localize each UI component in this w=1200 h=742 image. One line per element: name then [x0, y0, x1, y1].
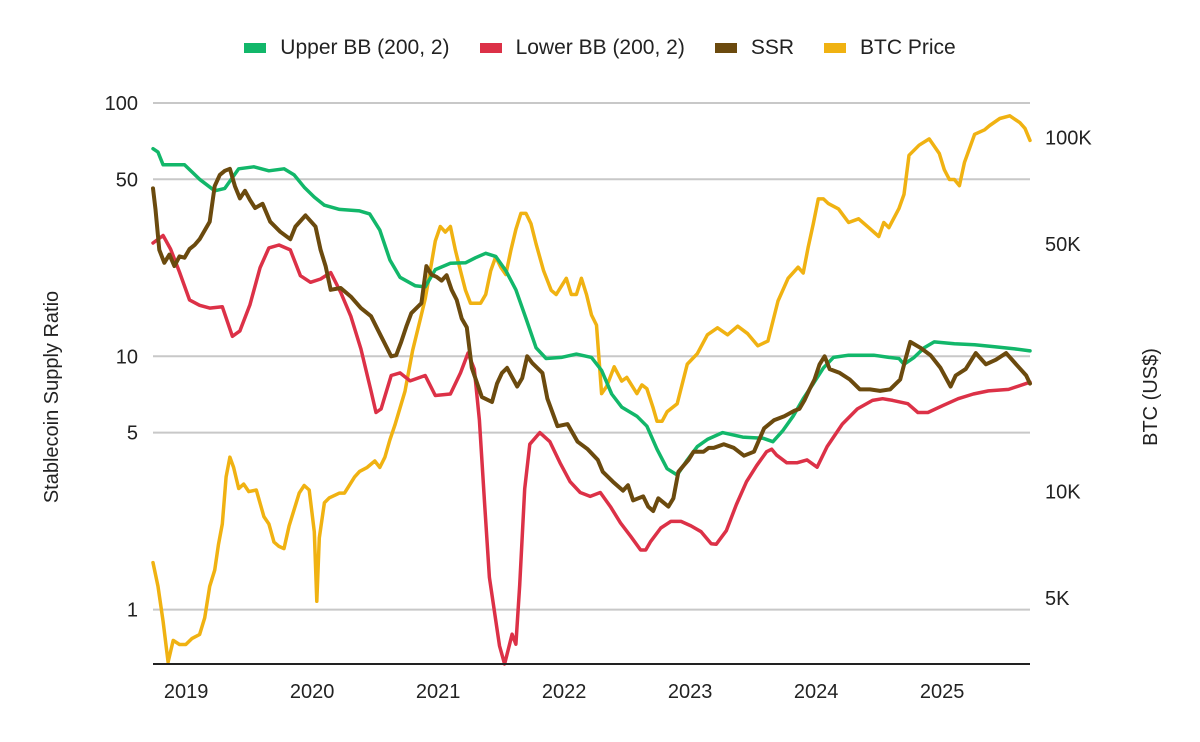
legend-item-btc-price[interactable]: BTC Price [824, 36, 956, 60]
y-tick-label: 1 [127, 600, 138, 622]
series-line-ssr [151, 166, 1032, 513]
legend-swatch-lower-bb [479, 43, 502, 53]
y-tick-label: 10 [116, 346, 138, 368]
y2-tick-label: 50K [1045, 234, 1081, 256]
legend-item-lower-bb[interactable]: Lower BB (200, 2) [479, 36, 685, 60]
legend-item-ssr[interactable]: SSR [714, 36, 795, 60]
x-tick-label: 2025 [920, 681, 965, 703]
y2-tick-label: 5K [1045, 588, 1070, 610]
series-line-btc-price [151, 114, 1032, 664]
y2-axis-ticks: 5K 10K 50K 100K [1045, 127, 1092, 610]
x-tick-label: 2022 [542, 681, 587, 703]
legend-label-lower-bb: Lower BB (200, 2) [515, 36, 685, 59]
y-axis-ticks: 1 5 10 50 100 [105, 93, 138, 622]
legend-label-ssr: SSR [750, 36, 795, 59]
y-tick-label: 50 [116, 169, 138, 191]
x-tick-label: 2021 [416, 681, 461, 703]
legend-item-upper-bb[interactable]: Upper BB (200, 2) [244, 36, 450, 60]
legend-swatch-btc-price [824, 43, 847, 53]
legend-label-btc-price: BTC Price [860, 36, 956, 59]
x-tick-label: 2020 [290, 681, 335, 703]
x-tick-label: 2024 [794, 681, 839, 703]
legend: Upper BB (200, 2) Lower BB (200, 2) SSR … [0, 36, 1200, 60]
y2-axis-title: BTC (US$) [1140, 348, 1162, 446]
x-tick-label: 2023 [668, 681, 713, 703]
series-line-upper-bb-200-2 [151, 146, 1032, 477]
legend-swatch-upper-bb [244, 43, 267, 53]
y2-tick-label: 10K [1045, 482, 1081, 504]
series-line-lower-bb-200-2 [151, 233, 1032, 666]
series-group [151, 114, 1032, 666]
legend-label-upper-bb: Upper BB (200, 2) [280, 36, 450, 59]
x-tick-label: 2019 [164, 681, 209, 703]
y-tick-label: 5 [127, 423, 138, 445]
x-axis-ticks: 2019 2020 2021 2022 2023 2024 2025 [164, 681, 965, 703]
y2-tick-label: 100K [1045, 127, 1092, 149]
y-axis-title: Stablecoin Supply Ratio [41, 291, 63, 503]
y-tick-label: 100 [105, 93, 138, 115]
legend-swatch-ssr [714, 43, 737, 53]
